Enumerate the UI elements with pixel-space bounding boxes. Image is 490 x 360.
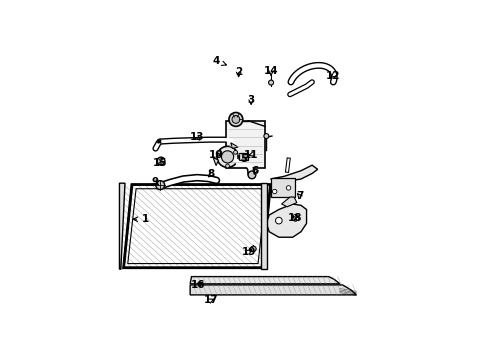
Circle shape	[217, 146, 238, 167]
Circle shape	[156, 181, 165, 190]
Text: 12: 12	[326, 71, 340, 81]
Text: 18: 18	[288, 213, 303, 224]
Circle shape	[248, 171, 256, 179]
Text: 13: 13	[190, 132, 204, 143]
Text: 3: 3	[247, 95, 255, 105]
Circle shape	[225, 164, 229, 168]
Text: 4: 4	[213, 56, 226, 66]
FancyBboxPatch shape	[226, 121, 265, 168]
Circle shape	[286, 186, 291, 190]
Text: 14: 14	[264, 67, 278, 76]
Polygon shape	[213, 158, 219, 166]
Text: 5: 5	[241, 154, 248, 164]
Circle shape	[218, 150, 221, 154]
Text: 16: 16	[191, 280, 206, 290]
Text: 19: 19	[242, 247, 256, 257]
Circle shape	[269, 80, 273, 85]
Circle shape	[229, 112, 243, 126]
Text: 1: 1	[133, 214, 149, 224]
Circle shape	[292, 215, 299, 221]
Polygon shape	[267, 204, 307, 237]
Text: 15: 15	[152, 158, 167, 168]
Text: 9: 9	[152, 177, 159, 187]
Polygon shape	[190, 285, 356, 295]
Text: 10: 10	[209, 150, 224, 159]
Bar	[270, 177, 295, 197]
Polygon shape	[282, 197, 297, 207]
Circle shape	[232, 116, 240, 123]
Text: 7: 7	[296, 191, 303, 201]
Text: 11: 11	[244, 150, 258, 159]
Polygon shape	[270, 165, 318, 182]
Bar	[239, 153, 248, 160]
Polygon shape	[261, 183, 267, 269]
Text: 8: 8	[207, 169, 215, 179]
Polygon shape	[120, 183, 125, 269]
Circle shape	[221, 151, 234, 163]
Circle shape	[275, 217, 282, 224]
Text: 6: 6	[252, 166, 259, 176]
Polygon shape	[123, 185, 270, 268]
Polygon shape	[190, 276, 340, 284]
Text: 2: 2	[235, 67, 242, 77]
Circle shape	[157, 157, 165, 165]
Polygon shape	[231, 143, 238, 148]
Circle shape	[264, 134, 269, 139]
Circle shape	[234, 150, 238, 154]
Circle shape	[272, 189, 277, 194]
Circle shape	[250, 246, 256, 252]
Text: 17: 17	[204, 296, 218, 305]
